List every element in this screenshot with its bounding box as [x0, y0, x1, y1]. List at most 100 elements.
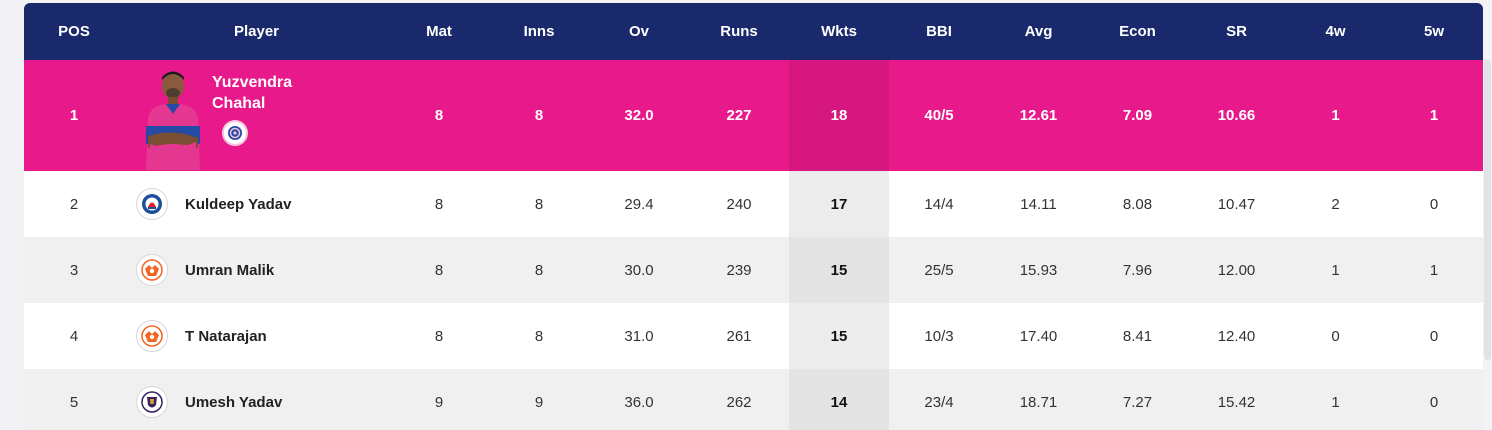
cell-pos: 1	[69, 107, 79, 124]
cell-player[interactable]: T Natarajan	[124, 303, 389, 369]
header-econ[interactable]: Econ	[1119, 23, 1156, 40]
header-ov[interactable]: Ov	[628, 23, 649, 40]
cell-avg: 18.71	[1019, 393, 1058, 411]
player-name[interactable]: Umesh Yadav	[185, 393, 283, 411]
cell-inns: 8	[534, 195, 544, 213]
header-5w[interactable]: 5w	[1423, 23, 1444, 40]
cell-ov: 30.0	[624, 261, 654, 279]
header-mat[interactable]: Mat	[426, 23, 452, 40]
sunrisers-hyderabad-logo-icon	[136, 320, 168, 352]
cell-inns: 8	[534, 327, 544, 345]
cell-runs: 227	[726, 107, 752, 124]
sunrisers-hyderabad-logo-icon	[136, 254, 168, 286]
cell-wkts: 15	[789, 237, 889, 303]
table-row[interactable]: 5 Umesh Yadav 9 9 36.0 262 14	[24, 369, 1483, 430]
cell-wkts: 18	[789, 60, 889, 171]
cell-avg: 14.11	[1020, 195, 1057, 213]
table-row-leader[interactable]: 1	[24, 60, 1483, 171]
cell-bbi: 23/4	[924, 393, 954, 411]
player-photo	[146, 71, 200, 170]
cell-sr: 12.00	[1217, 261, 1256, 279]
cell-mat: 8	[434, 327, 444, 345]
cell-econ: 8.08	[1122, 195, 1153, 213]
cell-player[interactable]: Umran Malik	[124, 237, 389, 303]
vertical-scrollbar[interactable]	[1483, 0, 1492, 430]
header-sr[interactable]: SR	[1226, 23, 1247, 40]
header-bbi[interactable]: BBI	[926, 23, 952, 40]
cell-bbi: 25/5	[924, 261, 954, 279]
cell-player[interactable]: Kuldeep Yadav	[124, 171, 389, 237]
cell-inns: 8	[534, 261, 544, 279]
cell-sr: 15.42	[1217, 393, 1256, 411]
kolkata-knight-riders-logo-icon	[136, 386, 168, 418]
cell-ov: 36.0	[624, 393, 654, 411]
cell-sr: 10.66	[1217, 107, 1256, 124]
cell-ov: 31.0	[624, 327, 654, 345]
scrollbar-thumb[interactable]	[1484, 60, 1491, 360]
cell-ov: 32.0	[624, 107, 654, 124]
table-row[interactable]: 4 T Natarajan 8 8 31.0 261 15	[24, 303, 1483, 369]
header-runs[interactable]: Runs	[720, 23, 758, 40]
cell-avg: 17.40	[1019, 327, 1058, 345]
player-name[interactable]: Yuzvendra Chahal	[212, 72, 292, 114]
cell-bbi: 40/5	[924, 107, 954, 124]
cell-sr: 10.47	[1217, 195, 1256, 213]
cell-runs: 261	[726, 327, 752, 345]
cell-player[interactable]: Umesh Yadav	[124, 369, 389, 430]
cell-mat: 8	[434, 107, 444, 124]
cell-econ: 7.09	[1122, 107, 1153, 124]
cell-wkts: 15	[789, 303, 889, 369]
cell-5w: 1	[1429, 261, 1439, 279]
cell-4w: 1	[1331, 393, 1340, 411]
table-header-row: POS Player Mat Inns Ov Runs Wkts BBI Avg…	[24, 3, 1483, 60]
cell-runs: 262	[726, 393, 752, 411]
player-first-name: Yuzvendra	[212, 74, 293, 91]
header-avg[interactable]: Avg	[1024, 23, 1053, 40]
cell-5w: 0	[1429, 327, 1439, 345]
cell-econ: 8.41	[1122, 327, 1153, 345]
cell-pos: 4	[69, 327, 79, 345]
cell-inns: 9	[534, 393, 544, 411]
cell-4w: 2	[1331, 195, 1340, 213]
cell-wkts: 17	[789, 171, 889, 237]
cell-runs: 239	[726, 261, 752, 279]
cell-wkts: 14	[789, 369, 889, 430]
header-inns[interactable]: Inns	[523, 23, 555, 40]
cell-econ: 7.96	[1122, 261, 1153, 279]
delhi-capitals-logo-icon	[136, 188, 168, 220]
cell-pos: 5	[69, 393, 79, 411]
cell-mat: 8	[434, 195, 444, 213]
player-name[interactable]: Umran Malik	[185, 261, 275, 279]
cell-5w: 0	[1429, 195, 1439, 213]
cell-5w: 1	[1429, 107, 1439, 124]
player-name[interactable]: Kuldeep Yadav	[185, 195, 292, 213]
stats-table-container: POS Player Mat Inns Ov Runs Wkts BBI Avg…	[24, 3, 1483, 430]
cell-pos: 2	[69, 195, 79, 213]
table-row[interactable]: 3 Umran Malik 8 8 30.0 239 15	[24, 237, 1483, 303]
header-4w[interactable]: 4w	[1325, 23, 1346, 40]
rajasthan-royals-logo-icon	[222, 120, 248, 146]
cell-avg: 15.93	[1019, 261, 1058, 279]
bowling-stats-table: POS Player Mat Inns Ov Runs Wkts BBI Avg…	[24, 3, 1483, 430]
player-name[interactable]: T Natarajan	[185, 327, 267, 345]
cell-avg: 12.61	[1019, 107, 1058, 124]
cell-econ: 7.27	[1122, 393, 1153, 411]
cell-4w: 0	[1331, 327, 1340, 345]
cell-bbi: 14/4	[924, 195, 954, 213]
cell-sr: 12.40	[1217, 327, 1256, 345]
cell-5w: 0	[1429, 393, 1439, 411]
cell-bbi: 10/3	[924, 327, 954, 345]
cell-mat: 8	[434, 261, 444, 279]
cell-4w: 1	[1331, 107, 1340, 124]
cell-inns: 8	[534, 107, 544, 124]
cell-ov: 29.4	[624, 195, 654, 213]
cell-4w: 1	[1331, 261, 1340, 279]
header-player[interactable]: Player	[233, 23, 280, 40]
player-last-name: Chahal	[212, 95, 266, 112]
cell-player[interactable]: Yuzvendra Chahal	[124, 60, 389, 171]
header-wkts[interactable]: Wkts	[821, 23, 857, 40]
cell-mat: 9	[434, 393, 444, 411]
cell-runs: 240	[726, 195, 752, 213]
table-row[interactable]: 2 Kuldeep Yadav 8 8 29.4 2	[24, 171, 1483, 237]
header-pos[interactable]: POS	[58, 23, 90, 40]
